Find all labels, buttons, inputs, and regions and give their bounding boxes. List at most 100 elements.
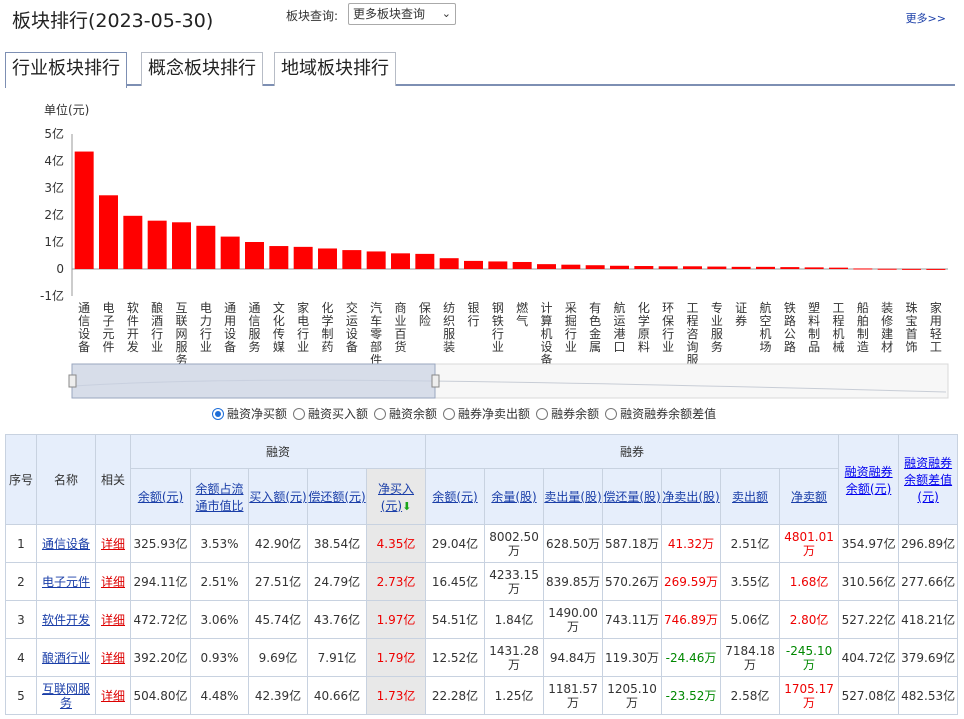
bar[interactable] (293, 246, 313, 269)
row-detail-cell: 详细 (95, 638, 131, 677)
bar[interactable] (220, 236, 240, 269)
sub-col-1[interactable]: 余额占流通市值比 (190, 468, 249, 525)
bar[interactable] (74, 151, 94, 269)
cell-col-12: 354.97亿 (838, 524, 900, 563)
tab-concept[interactable]: 概念板块排行 (141, 52, 263, 86)
sector-query-select[interactable]: 更多板块查询 ⌄ (348, 3, 456, 25)
detail-link[interactable]: 详细 (100, 650, 125, 665)
tab-industry[interactable]: 行业板块排行 (5, 52, 127, 88)
sub-col-5[interactable]: 余额(元) (425, 468, 486, 525)
bar[interactable] (318, 248, 337, 269)
bar[interactable] (561, 264, 581, 269)
y-axis-label: 单位(元) (44, 102, 89, 117)
sub-col-9[interactable]: 净卖出(股) (661, 468, 722, 525)
y-tick-label: 0 (56, 262, 64, 276)
x-tick-label: 文化传媒 (273, 300, 285, 354)
sector-link[interactable]: 通信设备 (41, 536, 90, 551)
metric-radio-label: 融资净买额 (227, 407, 288, 421)
detail-link[interactable]: 详细 (100, 574, 125, 589)
cell-col-0: 392.20亿 (130, 638, 191, 677)
sub-col-10[interactable]: 卖出额 (720, 468, 781, 525)
metric-radio-0[interactable]: 融资净买额 (212, 405, 287, 422)
sub-col-7[interactable]: 卖出量(股) (543, 468, 604, 525)
sort-down-icon: ⬇ (402, 499, 412, 513)
range-handle-left[interactable] (68, 374, 77, 388)
bar[interactable] (172, 222, 191, 269)
bar[interactable] (269, 246, 289, 269)
radio-circle-icon (536, 407, 549, 420)
more-link[interactable]: 更多>> (905, 12, 946, 25)
bar[interactable] (464, 260, 483, 269)
bar[interactable] (707, 266, 727, 269)
col-balance-diff[interactable]: 融资融券余额差值(元) (898, 434, 959, 525)
bar[interactable] (731, 266, 751, 269)
bar[interactable] (245, 242, 264, 269)
row-detail-cell: 详细 (95, 676, 131, 715)
bar[interactable] (804, 267, 824, 269)
bar[interactable] (756, 266, 775, 269)
bar[interactable] (439, 258, 459, 269)
bar[interactable] (415, 253, 435, 269)
bar[interactable] (610, 265, 629, 269)
sub-col-4[interactable]: 净买入(元)⬇ (365, 468, 427, 525)
bar[interactable] (829, 267, 848, 269)
bar[interactable] (512, 261, 532, 269)
bar[interactable] (683, 266, 702, 269)
bar[interactable] (902, 268, 921, 270)
bar[interactable] (391, 253, 410, 269)
sub-col-11[interactable]: 净卖额 (779, 468, 840, 525)
bar[interactable] (342, 250, 362, 269)
bar[interactable] (634, 266, 654, 269)
col-total-balance[interactable]: 融资融券余额(元) (838, 434, 900, 525)
metric-radio-4[interactable]: 融券余额 (536, 405, 599, 422)
bar[interactable] (488, 261, 508, 269)
tab-region[interactable]: 地域板块排行 (274, 52, 396, 86)
bar[interactable] (123, 215, 143, 269)
bar[interactable] (585, 265, 605, 269)
bar[interactable] (877, 268, 897, 270)
x-tick-label: 商业百货 (394, 300, 406, 354)
metric-radio-5[interactable]: 融资融券余额差值 (605, 405, 716, 422)
bar[interactable] (926, 268, 946, 270)
detail-link[interactable]: 详细 (100, 536, 125, 551)
radio-circle-icon (212, 407, 224, 420)
cell-col-4: 1.97亿 (365, 600, 427, 639)
x-tick-label: 保险 (419, 301, 431, 328)
bar[interactable] (537, 264, 556, 269)
cell-col-12: 404.72亿 (838, 638, 900, 677)
cell-col-5: 16.45亿 (425, 562, 486, 601)
sub-col-3[interactable]: 偿还额(元) (307, 468, 367, 525)
cell-col-7: 1490.00万 (543, 600, 604, 639)
metric-radio-label: 融资融券余额差值 (620, 407, 717, 421)
detail-link[interactable]: 详细 (100, 612, 125, 627)
metric-radio-2[interactable]: 融资余额 (374, 405, 437, 422)
cell-col-9: 41.32万 (661, 524, 722, 563)
detail-link[interactable]: 详细 (100, 688, 125, 703)
x-tick-label: 软件开发 (127, 301, 139, 354)
x-tick-label: 酿酒行业 (151, 300, 163, 354)
sub-col-2[interactable]: 买入额(元) (248, 468, 308, 525)
bar[interactable] (853, 268, 873, 270)
sector-link[interactable]: 酿酒行业 (41, 650, 90, 665)
sub-col-8[interactable]: 偿还量(股) (602, 468, 663, 525)
metric-radio-label: 融资余额 (389, 407, 438, 421)
sector-link[interactable]: 电子元件 (41, 574, 90, 589)
bar[interactable] (196, 225, 216, 269)
bar[interactable] (658, 266, 678, 269)
bar[interactable] (99, 195, 118, 269)
metric-radio-3[interactable]: 融券净卖出额 (443, 405, 530, 422)
sub-col-6[interactable]: 余量(股) (484, 468, 545, 525)
range-handle-right[interactable] (431, 374, 440, 388)
bar[interactable] (780, 267, 800, 269)
sector-link[interactable]: 软件开发 (41, 612, 90, 627)
bar[interactable] (366, 251, 386, 269)
cell-col-4: 1.79亿 (365, 638, 427, 677)
range-navigator[interactable] (68, 363, 949, 399)
page-title: 板块排行(2023-05-30) (12, 10, 214, 32)
x-tick-label: 燃气 (516, 300, 528, 328)
sub-col-0[interactable]: 余额(元) (130, 468, 191, 525)
bar[interactable] (147, 220, 167, 269)
range-selection[interactable] (71, 363, 436, 399)
metric-radio-1[interactable]: 融资买入额 (293, 405, 368, 422)
sector-link[interactable]: 互联网服务 (41, 681, 90, 710)
